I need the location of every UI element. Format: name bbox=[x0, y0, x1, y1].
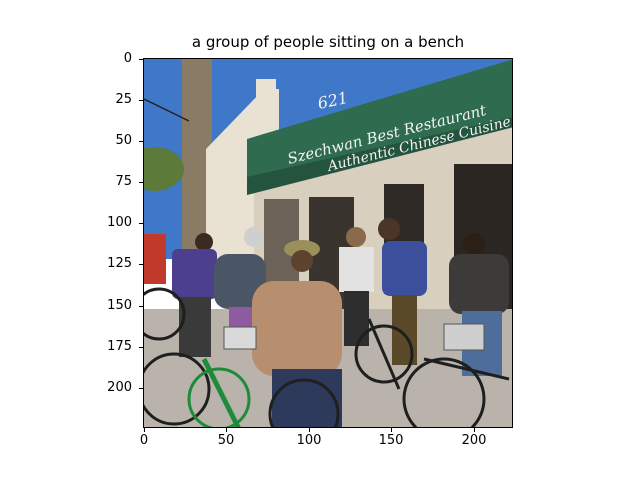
bicycles bbox=[144, 287, 510, 427]
x-tick-mark bbox=[144, 428, 145, 432]
person-dark-top bbox=[449, 254, 509, 314]
x-tick-label: 50 bbox=[217, 433, 235, 448]
palm-foliage bbox=[144, 147, 184, 191]
street-photo: 621 Szechwan Best Restaurant Authentic C… bbox=[144, 59, 512, 427]
person-head bbox=[244, 227, 264, 247]
y-tick-mark bbox=[139, 59, 143, 60]
person-pants bbox=[344, 291, 369, 346]
person-beige-shirt bbox=[252, 281, 342, 376]
y-tick-label: 125 bbox=[107, 256, 132, 271]
power-line bbox=[144, 98, 190, 122]
y-tick-mark bbox=[139, 141, 143, 142]
cap bbox=[284, 240, 320, 258]
person-head bbox=[291, 250, 313, 272]
chimney bbox=[256, 79, 276, 119]
y-tick-label: 175 bbox=[107, 339, 132, 354]
y-tick-mark bbox=[139, 223, 143, 224]
y-tick-mark bbox=[139, 347, 143, 348]
y-tick-label: 50 bbox=[115, 133, 132, 148]
x-tick-label: 200 bbox=[461, 433, 487, 448]
person-head bbox=[378, 218, 400, 240]
x-tick-label: 100 bbox=[296, 433, 322, 448]
bike-basket bbox=[443, 323, 485, 351]
y-tick-label: 100 bbox=[107, 215, 132, 230]
image-axes: 621 Szechwan Best Restaurant Authentic C… bbox=[143, 58, 513, 428]
y-tick-mark bbox=[139, 100, 143, 101]
awning-edge bbox=[247, 117, 512, 195]
y-tick-label: 150 bbox=[107, 298, 132, 313]
y-tick-mark bbox=[139, 306, 143, 307]
x-tick-label: 0 bbox=[139, 433, 149, 448]
person-red-shirt bbox=[144, 234, 166, 284]
y-tick-label: 0 bbox=[123, 51, 132, 66]
y-tick-label: 200 bbox=[107, 380, 132, 395]
backpack bbox=[214, 254, 266, 309]
y-tick-mark bbox=[139, 182, 143, 183]
awning bbox=[247, 59, 512, 194]
person-jeans bbox=[272, 369, 342, 427]
x-tick-mark bbox=[391, 428, 392, 432]
person-blue-sweater bbox=[382, 241, 427, 296]
person-purple-shirt bbox=[172, 249, 217, 299]
person-head bbox=[195, 233, 213, 251]
x-tick-label: 150 bbox=[378, 433, 404, 448]
figure-title: a group of people sitting on a bench bbox=[191, 33, 465, 51]
x-tick-mark bbox=[226, 428, 227, 432]
y-tick-label: 75 bbox=[115, 174, 132, 189]
person-striped-shirt bbox=[339, 247, 374, 292]
x-tick-mark bbox=[474, 428, 475, 432]
x-tick-mark bbox=[309, 428, 310, 432]
bike-basket bbox=[223, 326, 257, 350]
y-tick-label: 25 bbox=[115, 92, 132, 107]
person-head bbox=[463, 233, 485, 255]
y-tick-mark bbox=[139, 388, 143, 389]
person-head bbox=[346, 227, 366, 247]
y-tick-mark bbox=[139, 264, 143, 265]
